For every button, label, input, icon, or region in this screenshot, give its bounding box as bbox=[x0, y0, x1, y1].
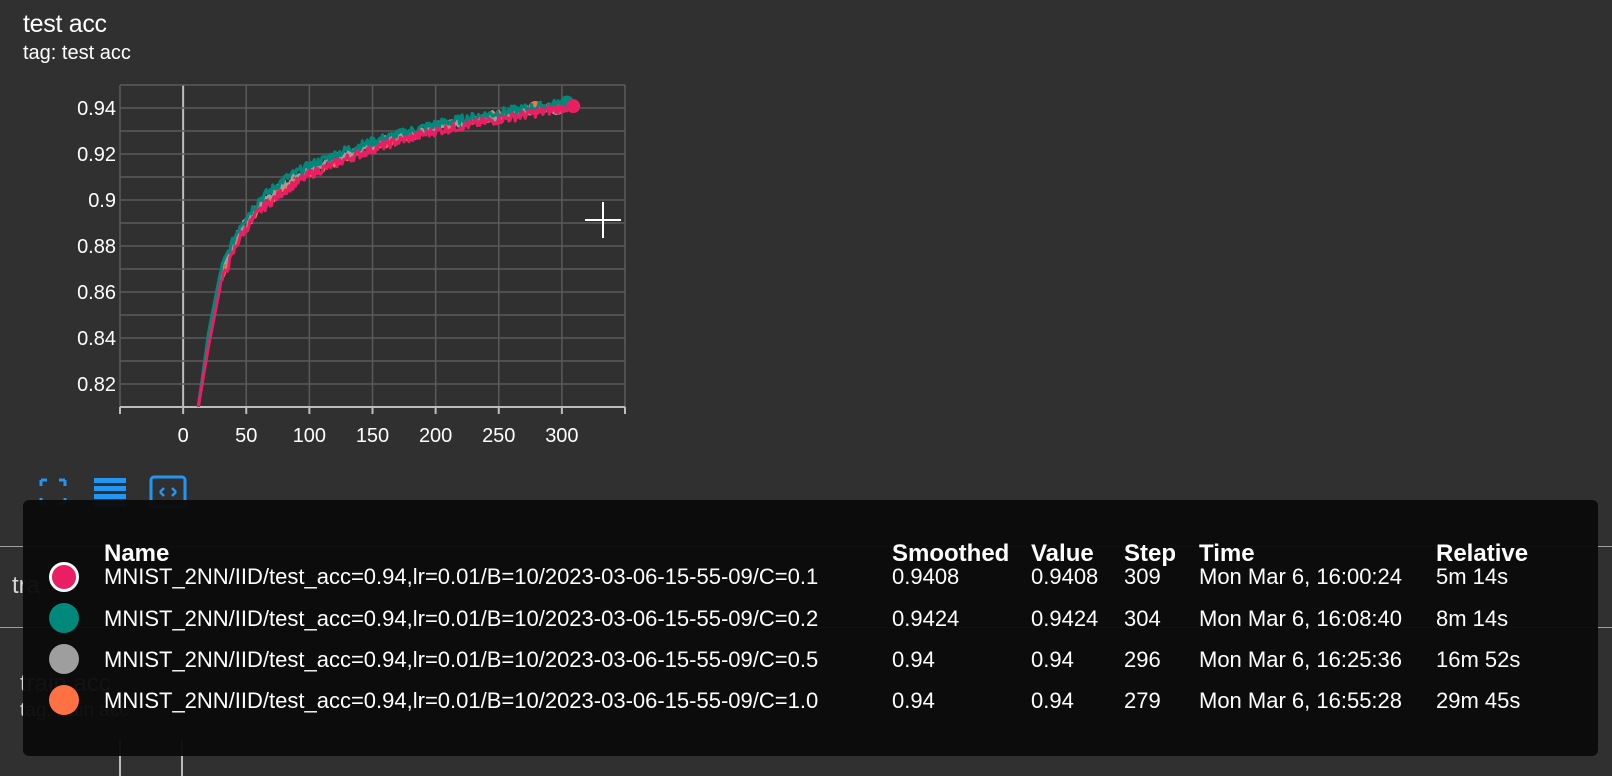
run-time: Mon Mar 6, 16:00:24 bbox=[1199, 564, 1403, 589]
header-relative: Relative bbox=[1436, 540, 1529, 567]
run-step: 309 bbox=[1124, 564, 1161, 589]
card-tag: tag: test acc bbox=[23, 42, 131, 64]
series-line-C=0.2 bbox=[196, 98, 569, 407]
run-step: 304 bbox=[1124, 606, 1161, 631]
run-name: MNIST_2NN/IID/test_acc=0.94,lr=0.01/B=10… bbox=[104, 688, 819, 713]
run-color-swatch bbox=[49, 685, 79, 715]
run-relative: 5m 14s bbox=[1436, 564, 1509, 589]
header-time: Time bbox=[1199, 540, 1255, 567]
run-time: Mon Mar 6, 16:55:28 bbox=[1199, 688, 1403, 713]
run-value: 0.9408 bbox=[1031, 564, 1099, 589]
x-tick-label: 150 bbox=[356, 425, 389, 447]
run-time: Mon Mar 6, 16:08:40 bbox=[1199, 606, 1403, 631]
run-step: 296 bbox=[1124, 647, 1161, 672]
run-smoothed: 0.94 bbox=[892, 647, 935, 672]
y-tick-label: 0.88 bbox=[77, 236, 116, 258]
line-chart[interactable]: 0 50 100 150 200 250 300 0.82 0.84 0.86 0.88 0.9 0.9… bbox=[0, 78, 660, 458]
x-tick-label: 0 bbox=[178, 425, 189, 447]
y-tick-label: 0.84 bbox=[77, 328, 116, 350]
card-title: test acc bbox=[23, 10, 107, 38]
crosshair-cursor-icon bbox=[585, 202, 621, 238]
run-smoothed: 0.9424 bbox=[892, 606, 960, 631]
run-relative: 16m 52s bbox=[1436, 647, 1521, 672]
run-value: 0.9424 bbox=[1031, 606, 1099, 631]
y-tick-label: 0.86 bbox=[77, 282, 116, 304]
run-name: MNIST_2NN/IID/test_acc=0.94,lr=0.01/B=10… bbox=[104, 564, 819, 589]
series-endpoint-C=0.1 bbox=[566, 99, 581, 114]
run-smoothed: 0.9408 bbox=[892, 564, 960, 589]
header-value: Value bbox=[1031, 540, 1094, 567]
chart-container[interactable]: 0 50 100 150 200 250 300 0.82 0.84 0.86 0.88 0.9 0.9… bbox=[0, 78, 660, 463]
run-value: 0.94 bbox=[1031, 688, 1074, 713]
run-relative: 29m 45s bbox=[1436, 688, 1521, 713]
run-color-swatch bbox=[49, 562, 79, 592]
run-time: Mon Mar 6, 16:25:36 bbox=[1199, 647, 1403, 672]
run-name: MNIST_2NN/IID/test_acc=0.94,lr=0.01/B=10… bbox=[104, 606, 819, 631]
y-tick-label: 0.9 bbox=[88, 190, 116, 212]
series-line-C=0.1 bbox=[196, 100, 575, 407]
x-tick-label: 250 bbox=[482, 425, 515, 447]
y-tick-label: 0.92 bbox=[77, 144, 116, 166]
x-tick-label: 100 bbox=[293, 425, 326, 447]
run-color-swatch bbox=[49, 644, 79, 674]
run-relative: 8m 14s bbox=[1436, 606, 1509, 631]
x-tick-label: 200 bbox=[419, 425, 452, 447]
run-step: 279 bbox=[1124, 688, 1161, 713]
x-tick-label: 300 bbox=[545, 425, 578, 447]
header-smoothed: Smoothed bbox=[892, 540, 1010, 567]
header-step: Step bbox=[1124, 540, 1177, 567]
run-smoothed: 0.94 bbox=[892, 688, 935, 713]
run-name: MNIST_2NN/IID/test_acc=0.94,lr=0.01/B=10… bbox=[104, 647, 819, 672]
y-tick-label: 0.94 bbox=[77, 98, 116, 120]
run-color-swatch bbox=[49, 603, 79, 633]
tooltip-panel: Name Smoothed Value Step Time Relative M… bbox=[23, 500, 1598, 756]
y-tick-label: 0.82 bbox=[77, 374, 116, 396]
run-value: 0.94 bbox=[1031, 647, 1074, 672]
header-name: Name bbox=[104, 540, 170, 567]
x-tick-label: 50 bbox=[235, 425, 257, 447]
